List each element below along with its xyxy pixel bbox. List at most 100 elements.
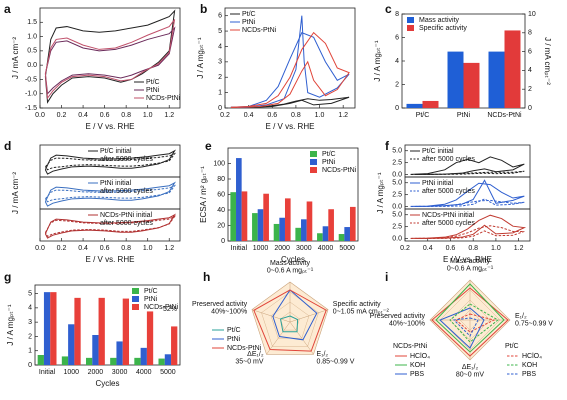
bar xyxy=(110,357,117,365)
bar xyxy=(241,191,248,241)
radar-axis-name: E₁/₂ xyxy=(316,351,328,358)
x-tick-label: 0.2 xyxy=(57,112,67,119)
radar-series xyxy=(452,317,479,337)
x-tick-label: 0.4 xyxy=(78,112,88,119)
radar-axis-name: ΔE₁/₂ xyxy=(247,351,264,358)
bar xyxy=(158,358,165,365)
x-tick-label: 1.0 xyxy=(491,245,501,252)
panel-letter: c xyxy=(385,2,392,16)
legend-label: Pt/C xyxy=(242,11,256,18)
radar-axis-name: Preserved activity xyxy=(192,301,248,308)
radar-series xyxy=(455,313,496,333)
x-tick-label: Pt/C xyxy=(416,112,430,119)
x-tick-label: 0.6 xyxy=(267,112,277,119)
radar-axis-name: ΔE₁/₂ xyxy=(462,364,479,371)
bar xyxy=(317,233,323,241)
bar xyxy=(50,292,57,365)
y-tick-label: 40 xyxy=(217,207,225,214)
annotation: 52% xyxy=(163,306,177,313)
series-line xyxy=(410,214,527,239)
bar xyxy=(74,297,81,365)
series-line xyxy=(44,215,177,237)
legend-label: after 5000 cycles xyxy=(100,156,153,163)
legend-label: after 5000 cycles xyxy=(100,188,153,195)
x-tick-label: 0.0 xyxy=(35,245,45,252)
x-axis-label: E / V vs. RHE xyxy=(86,255,135,264)
y-tick-label: 6 xyxy=(218,13,222,20)
bar xyxy=(344,227,350,241)
legend-label: NCDs-PtNi xyxy=(144,304,179,311)
y-axis-label: J / A mgₚₜ⁻¹ xyxy=(376,172,385,213)
bar xyxy=(301,219,307,241)
bar xyxy=(236,158,242,241)
bar xyxy=(406,103,423,108)
legend-swatch xyxy=(310,151,317,157)
series-line xyxy=(230,31,350,109)
bar xyxy=(273,223,280,241)
y-tick-label: 2 xyxy=(395,81,399,88)
legend-swatch xyxy=(132,296,139,302)
x-tick-label: 1000 xyxy=(253,245,269,252)
radar-axis-range: 35~0 mV xyxy=(235,359,264,366)
y-tick-label: 1 xyxy=(218,89,222,96)
bar xyxy=(422,100,439,108)
y-tick-label: -1.0 xyxy=(25,91,37,98)
bar xyxy=(92,335,99,365)
series-line xyxy=(410,225,525,240)
y-tick-label: 8 xyxy=(528,30,532,37)
bar xyxy=(122,298,130,365)
plot-frame xyxy=(34,284,181,366)
y-axis-label: J / mA cm⁻² xyxy=(11,37,20,79)
y-axis-label: J / A mgₚₜ⁻¹ xyxy=(6,304,15,345)
radar-axis-name: Mass activity xyxy=(270,260,311,267)
bar xyxy=(134,357,141,365)
bar xyxy=(488,51,505,108)
x-tick-label: 2000 xyxy=(88,369,104,376)
y-tick-label: 2.5 xyxy=(392,224,402,231)
legend-label: PtNi xyxy=(146,87,160,94)
y-tick-label: 0 xyxy=(395,105,399,112)
y-tick-label: 0.0 xyxy=(392,203,402,210)
y-axis-label: ECSA / m² gₚₜ⁻¹ xyxy=(199,166,208,223)
legend-label: PBS xyxy=(522,371,536,378)
radar-spoke xyxy=(266,321,291,355)
x-tick-label: 1.0 xyxy=(143,112,153,119)
x-tick-label: 0.2 xyxy=(57,245,67,252)
y-tick-label: 4 xyxy=(28,305,32,312)
radar-axis-range: 80~0 mV xyxy=(456,371,485,378)
legend-swatch xyxy=(310,159,317,165)
x-tick-label: 0.8 xyxy=(291,112,301,119)
x-tick-label: 3000 xyxy=(112,369,128,376)
y-tick-label: 4 xyxy=(395,58,399,65)
legend-label: NCDs-PtNi initial xyxy=(100,212,153,219)
legend-swatch xyxy=(132,304,139,310)
legend-group-title: NCDs-PtNi xyxy=(393,343,428,350)
radar-axis-name: Preserved activity xyxy=(370,313,426,320)
x-tick-label: 0.2 xyxy=(220,112,230,119)
y-tick-label: 60 xyxy=(217,191,225,198)
series-line xyxy=(230,96,350,109)
series-line xyxy=(44,213,177,239)
y-tick-label: 0 xyxy=(221,238,225,245)
panel-letter: f xyxy=(385,139,390,153)
bar xyxy=(43,292,51,365)
x-tick-label: 0.8 xyxy=(121,245,131,252)
legend-label: KOH xyxy=(522,362,537,369)
y-tick-label: 0 xyxy=(218,105,222,112)
y-tick-label: 2 xyxy=(528,86,532,93)
bar xyxy=(322,226,329,241)
plot-frame xyxy=(39,208,181,242)
bar xyxy=(146,311,154,365)
y-tick-label: 2 xyxy=(218,74,222,81)
bar xyxy=(447,51,464,108)
y-tick-label: -0.5 xyxy=(25,76,37,83)
y-tick-label: 5.0 xyxy=(392,148,402,155)
y-tick-label: 0.5 xyxy=(27,48,37,55)
legend-label: PtNi initial xyxy=(100,180,132,187)
bar xyxy=(284,198,291,241)
x-axis-label: E / V vs. RHE xyxy=(266,122,315,131)
x-tick-label: 1.2 xyxy=(514,245,524,252)
x-tick-label: 1000 xyxy=(63,369,79,376)
